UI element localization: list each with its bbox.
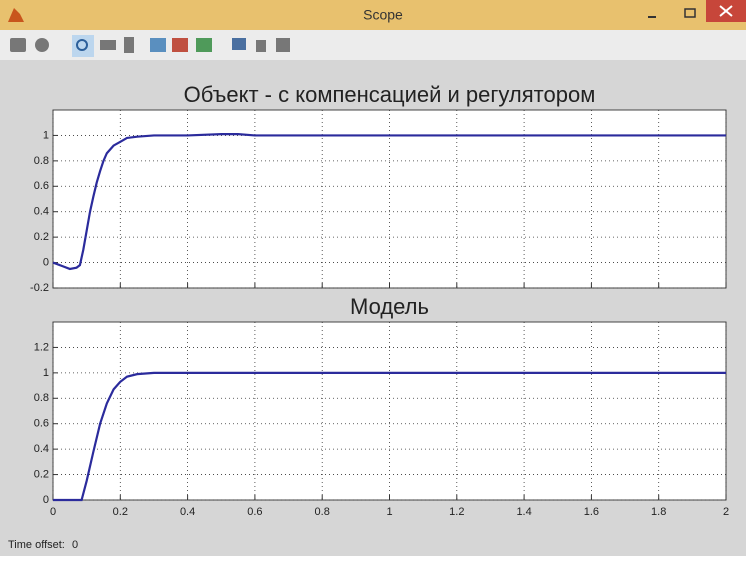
y-tick-label: 0.8 xyxy=(34,392,49,404)
lock-button[interactable] xyxy=(256,40,266,52)
restore-axes-button[interactable] xyxy=(196,38,212,52)
y-tick-label: 1 xyxy=(43,367,49,379)
x-tick-label: 2 xyxy=(723,506,729,518)
y-tick-label: 0 xyxy=(43,494,49,506)
print-button[interactable] xyxy=(10,38,26,52)
x-tick-label: 0.2 xyxy=(113,506,128,518)
plot-title: Модель xyxy=(350,294,429,319)
y-tick-label: 0.6 xyxy=(34,180,49,192)
x-tick-label: 0 xyxy=(50,506,56,518)
y-tick-label: 0.4 xyxy=(34,443,49,455)
plot-title: Объект - с компенсацией и регулятором xyxy=(184,82,596,107)
time-offset-value: 0 xyxy=(72,539,78,551)
x-tick-label: 1.8 xyxy=(651,506,666,518)
x-tick-label: 1.4 xyxy=(516,506,531,518)
parameters-button[interactable] xyxy=(35,38,49,52)
x-tick-label: 1.2 xyxy=(449,506,464,518)
window-title: Scope xyxy=(363,7,403,23)
x-tick-label: 0.8 xyxy=(315,506,330,518)
y-tick-label: 1 xyxy=(43,129,49,141)
page: Scope Time offset: 0 Объект - с компенса… xyxy=(0,0,746,556)
save-axes-button[interactable] xyxy=(172,38,188,52)
scope-window: Scope Time offset: 0 Объект - с компенса… xyxy=(0,0,746,556)
x-tick-label: 0.4 xyxy=(180,506,195,518)
y-tick-label: 1.2 xyxy=(34,341,49,353)
y-tick-label: -0.2 xyxy=(30,282,49,294)
zoom-button[interactable] xyxy=(72,35,94,57)
signal-selection-button[interactable] xyxy=(276,38,290,52)
floating-scope-button[interactable] xyxy=(232,38,246,50)
time-offset-label: Time offset: xyxy=(8,539,65,551)
zoom-y-button[interactable] xyxy=(124,37,134,53)
zoom-x-button[interactable] xyxy=(100,40,116,50)
x-tick-label: 1 xyxy=(386,506,392,518)
y-tick-label: 0 xyxy=(43,256,49,268)
x-tick-label: 0.6 xyxy=(247,506,262,518)
y-tick-label: 0.2 xyxy=(34,231,49,243)
y-tick-label: 0.8 xyxy=(34,155,49,167)
y-tick-label: 0.4 xyxy=(34,206,49,218)
x-tick-label: 1.6 xyxy=(584,506,599,518)
autoscale-button[interactable] xyxy=(150,38,166,52)
y-tick-label: 0.2 xyxy=(34,468,49,480)
y-tick-label: 0.6 xyxy=(34,418,49,430)
